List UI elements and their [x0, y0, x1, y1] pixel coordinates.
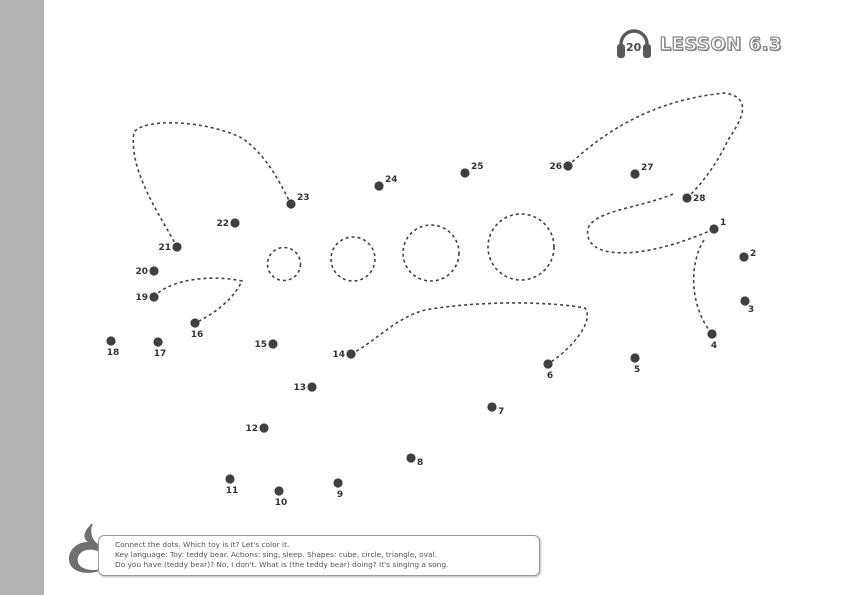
dot-label-17: 17 — [154, 349, 167, 359]
dot-12[interactable] — [259, 423, 269, 433]
dot-6[interactable] — [543, 359, 553, 369]
dot-label-16: 16 — [191, 330, 204, 340]
dot-27[interactable] — [630, 169, 640, 179]
dot-21[interactable] — [172, 242, 182, 252]
instruction-box: Connect the dots. Which toy is it? Let's… — [98, 535, 540, 576]
dot-19[interactable] — [149, 292, 159, 302]
dot-2[interactable] — [739, 252, 749, 262]
publisher-logo-icon — [64, 522, 110, 576]
dot-17[interactable] — [153, 337, 163, 347]
dot-label-19: 19 — [135, 293, 148, 303]
guide-left-wing — [132, 122, 292, 248]
dot-28[interactable] — [682, 193, 692, 203]
dot-9[interactable] — [333, 478, 343, 488]
page-edge-strip — [0, 0, 44, 595]
audio-track-number: 20 — [625, 41, 642, 54]
dot-label-14: 14 — [332, 350, 345, 360]
dot-label-23: 23 — [297, 193, 310, 203]
dot-label-13: 13 — [293, 383, 306, 393]
numbered-dots: 1234567891011121314151617181920212223242… — [106, 161, 756, 508]
guide-right-hook — [586, 193, 715, 254]
dot-1[interactable] — [709, 224, 719, 234]
dashed-guides — [132, 92, 744, 365]
guide-left-hook — [153, 277, 244, 324]
dot-label-5: 5 — [634, 365, 640, 375]
dot-label-27: 27 — [641, 163, 654, 173]
guide-circle-3 — [402, 224, 460, 282]
guide-lower-right — [692, 239, 713, 335]
dot-label-3: 3 — [748, 305, 754, 315]
dot-4[interactable] — [707, 329, 717, 339]
dot-label-2: 2 — [750, 249, 756, 259]
dot-label-4: 4 — [711, 341, 717, 351]
dot-label-28: 28 — [693, 194, 706, 204]
dot-label-8: 8 — [417, 458, 423, 468]
guide-circle-2 — [330, 236, 376, 282]
guide-circle-4 — [487, 213, 555, 281]
instruction-line: Connect the dots. Which toy is it? Let's… — [115, 540, 290, 549]
dot-10[interactable] — [274, 486, 284, 496]
guide-circle-1 — [266, 246, 302, 282]
dot-14[interactable] — [346, 349, 356, 359]
dot-label-26: 26 — [549, 162, 562, 172]
dot-23[interactable] — [286, 199, 296, 209]
dot-24[interactable] — [374, 181, 384, 191]
dot-label-15: 15 — [254, 340, 267, 350]
dot-label-22: 22 — [216, 219, 229, 229]
dot-11[interactable] — [225, 474, 235, 484]
instruction-line: Do you have (teddy bear)? No, I don't. W… — [115, 560, 449, 569]
dot-label-20: 20 — [135, 267, 148, 277]
dot-label-25: 25 — [471, 162, 484, 172]
lesson-header: 20 LESSON 6.3 — [616, 27, 782, 61]
headphones-icon[interactable]: 20 — [616, 28, 652, 60]
dot-20[interactable] — [149, 266, 159, 276]
dot-16[interactable] — [190, 318, 200, 328]
lesson-title: LESSON 6.3 — [659, 33, 782, 55]
instruction-line: Key language: Toy: teddy bear. Actions: … — [115, 550, 437, 559]
dot-15[interactable] — [268, 339, 278, 349]
guide-right-wing — [567, 92, 744, 199]
dot-label-21: 21 — [158, 243, 171, 253]
dot-8[interactable] — [406, 453, 416, 463]
dot-7[interactable] — [487, 402, 497, 412]
guide-bottom-arc — [350, 302, 588, 365]
dot-26[interactable] — [563, 161, 573, 171]
dot-label-9: 9 — [337, 490, 343, 500]
dot-label-24: 24 — [385, 175, 398, 185]
dot-label-7: 7 — [498, 407, 504, 417]
dot-3[interactable] — [740, 296, 750, 306]
dot-label-11: 11 — [226, 486, 239, 496]
dot-label-12: 12 — [245, 424, 258, 434]
dot-5[interactable] — [630, 353, 640, 363]
dot-label-10: 10 — [275, 498, 288, 508]
dot-label-18: 18 — [107, 348, 120, 358]
dot-18[interactable] — [106, 336, 116, 346]
dot-22[interactable] — [230, 218, 240, 228]
dot-25[interactable] — [460, 168, 470, 178]
dot-label-1: 1 — [720, 218, 726, 228]
dot-label-6: 6 — [547, 371, 553, 381]
dot-13[interactable] — [307, 382, 317, 392]
